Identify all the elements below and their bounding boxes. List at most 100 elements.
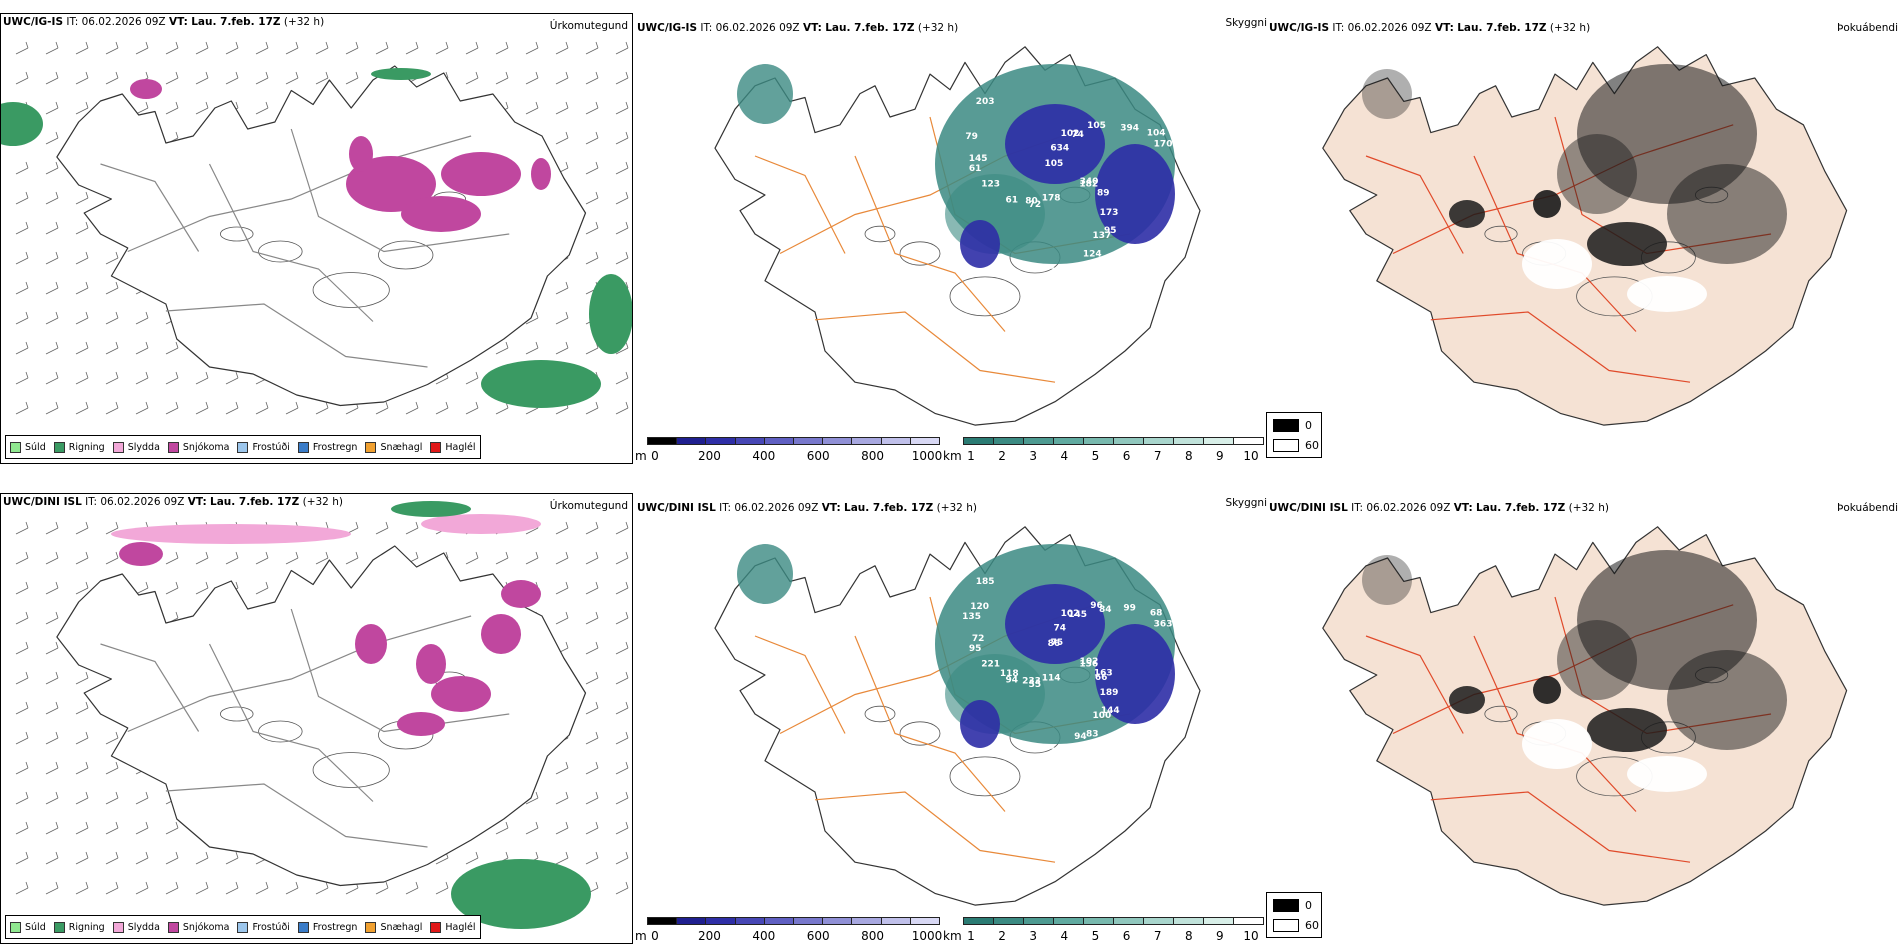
legend-label: Snjókoma	[182, 441, 230, 453]
wind-barb	[75, 251, 89, 265]
wind-barb	[45, 131, 59, 145]
visibility-value-label: 634	[1050, 143, 1069, 153]
wind-barb	[585, 731, 599, 745]
wind-barb	[615, 701, 629, 715]
wind-barb	[15, 371, 29, 385]
fog-index-area	[1587, 708, 1667, 752]
wind-barb	[315, 881, 329, 895]
precip-map-bottom	[15, 501, 629, 929]
wind-barb	[165, 821, 179, 835]
wind-barb	[345, 41, 359, 55]
wind-barb	[225, 851, 239, 865]
wind-barb	[75, 71, 89, 85]
wind-barb	[585, 101, 599, 115]
wind-barb	[135, 821, 149, 835]
colorbar-tick-label: 7	[1153, 929, 1162, 943]
low-visibility-area	[737, 64, 793, 124]
visibility-value-label: 79	[965, 132, 978, 142]
wind-barb	[375, 401, 389, 415]
clear-area	[1627, 276, 1707, 312]
wind-barb	[165, 371, 179, 385]
colorbar-segment	[647, 917, 678, 925]
colorbar-segment	[1173, 437, 1204, 445]
clear-area	[1522, 719, 1592, 769]
visibility-value-label: 120	[970, 602, 989, 612]
glacier-outline	[864, 705, 896, 723]
wind-barb	[135, 881, 149, 895]
glacier-outline	[899, 241, 941, 266]
snow-area	[130, 79, 162, 99]
colorbar-segment	[705, 437, 736, 445]
wind-barb	[345, 551, 359, 565]
wind-barb	[525, 821, 539, 835]
wind-barb	[15, 581, 29, 595]
wind-barb	[615, 761, 629, 775]
visibility-value-label: 95	[1104, 226, 1117, 236]
colorbar-segment	[963, 437, 994, 445]
fog-index-area	[1557, 134, 1637, 214]
legend-label: Rigning	[68, 441, 105, 453]
visibility-value-label: 94	[1074, 732, 1087, 742]
wind-barb	[195, 401, 209, 415]
visibility-value-label: 221	[981, 660, 1000, 670]
legend-item-1: Rigning	[53, 921, 105, 933]
wind-barb	[165, 851, 179, 865]
colorbar-segment	[963, 917, 994, 925]
wind-barb	[585, 671, 599, 685]
wind-barb	[105, 401, 119, 415]
wind-barb	[15, 191, 29, 205]
wind-barb	[465, 551, 479, 565]
wind-barb	[135, 341, 149, 355]
colorbar-segment	[1143, 917, 1174, 925]
wind-barb	[45, 581, 59, 595]
fog-panel-top: UWC/IG-IS IT: 06.02.2026 09Z VT: Lau. 7.…	[1267, 14, 1900, 465]
wind-barb	[465, 401, 479, 415]
wind-barb	[75, 791, 89, 805]
wind-barb	[585, 761, 599, 775]
road-line	[208, 163, 374, 322]
colorbar-tick-label: 7	[1153, 449, 1162, 463]
legend-label: Slydda	[127, 921, 160, 933]
visibility-value-label: 114	[1023, 277, 1042, 287]
road-line	[1365, 155, 1464, 254]
colorbar-segment	[676, 437, 707, 445]
glacier-outline	[219, 706, 254, 722]
colorbar-tick-label: 1000	[911, 929, 943, 943]
legend-label: Frostúði	[252, 441, 290, 453]
visibility-value-label: 83	[1086, 730, 1099, 740]
colorbar-tick-label: 8	[1184, 929, 1193, 943]
wind-barb	[165, 41, 179, 55]
colorbar-segment	[822, 437, 853, 445]
legend-label: Haglél	[445, 441, 476, 453]
wind-barb	[375, 521, 389, 535]
colorbar-tick-label: 2	[998, 449, 1006, 463]
wind-barb	[15, 251, 29, 265]
wind-barb	[45, 791, 59, 805]
wind-barb	[585, 851, 599, 865]
colorbar-segment	[1203, 917, 1234, 925]
colorbar-tick-label: 9	[1216, 929, 1224, 943]
wind-barb	[75, 401, 89, 415]
road-line	[290, 608, 510, 733]
visibility-value-label: 89	[1097, 189, 1110, 199]
precip-map-top	[1, 41, 632, 415]
road-line	[1430, 311, 1691, 383]
colorbar-unit: km	[943, 449, 962, 463]
wind-barb	[45, 251, 59, 265]
wind-barb	[15, 671, 29, 685]
glacier-outline	[312, 752, 390, 788]
panel-name: Þokuábendi	[1837, 502, 1898, 514]
visibility-value-label: 170	[1154, 139, 1173, 149]
legend-item-0: Súld	[10, 921, 46, 933]
wind-barb	[285, 71, 299, 85]
wind-barb	[15, 611, 29, 625]
glacier-outline	[219, 226, 254, 242]
road-line	[127, 135, 472, 253]
wind-barb	[75, 221, 89, 235]
legend-item-0: Súld	[10, 441, 46, 453]
legend-swatch	[53, 441, 65, 453]
glacier-outline	[1484, 225, 1518, 243]
colorbar-segment	[763, 437, 794, 445]
rain-area	[391, 501, 471, 517]
wind-barb	[45, 341, 59, 355]
